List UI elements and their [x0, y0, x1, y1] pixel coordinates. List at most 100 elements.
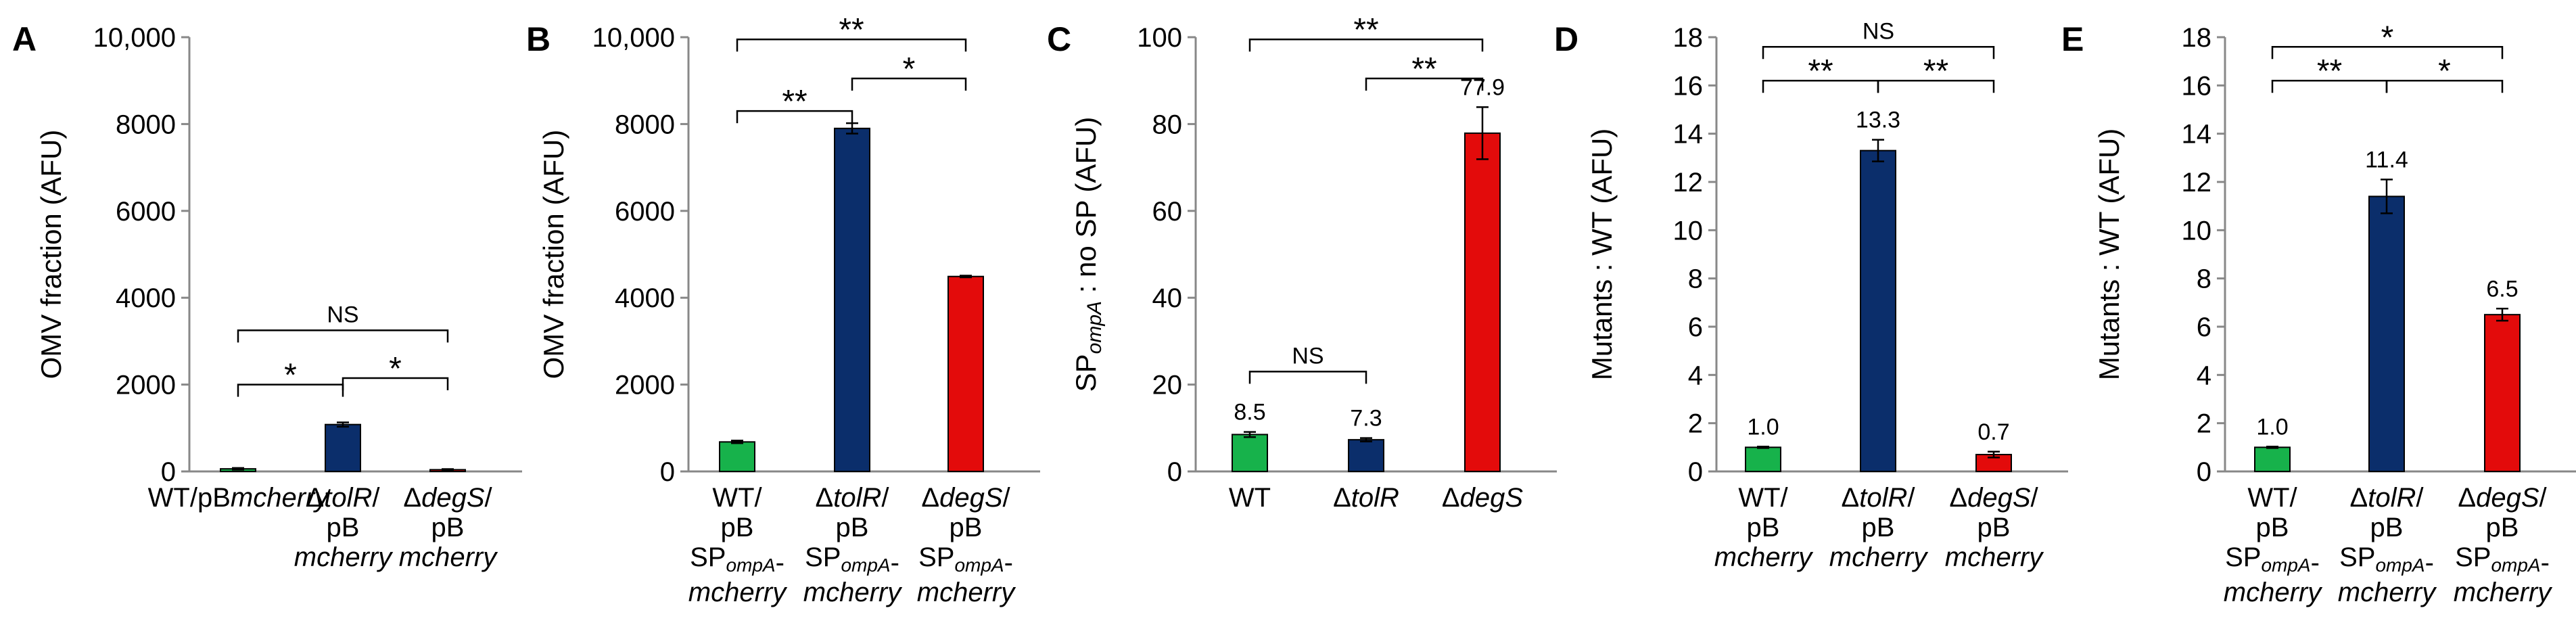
y-tick-label: 4000: [615, 283, 675, 313]
x-tick-label-part: /: [1907, 483, 1915, 513]
x-tick-label: ΔtolR: [1333, 483, 1399, 513]
x-tick-label-part: ompA: [2491, 555, 2540, 576]
y-tick-label: 100: [1137, 23, 1182, 53]
significance-bracket: [1248, 371, 1367, 384]
x-tick-label-part: mcherry: [1945, 542, 2044, 572]
y-tick-label: 6000: [116, 197, 176, 227]
significance-label: *: [389, 351, 402, 387]
panel-c: C 0 20 40 60 80 100 SPompA : no SP (AFU) 8.5 WT 7.…: [1047, 12, 1557, 513]
x-tick-label-part: degS: [939, 483, 1003, 513]
panel-label: D: [1554, 20, 1578, 58]
x-tick-label-part: pB: [327, 513, 360, 542]
y-tick-label: 10: [1673, 216, 1704, 246]
x-tick-label-part: tolR: [2368, 483, 2416, 513]
y-tick-label: 8: [2197, 264, 2211, 294]
x-tick-label-part: mcherry: [803, 578, 903, 607]
y-tick-label: 6: [1688, 312, 1703, 342]
x-tick-label-part: SP: [2339, 542, 2375, 572]
bar: [2254, 446, 2291, 472]
y-axis-title: OMV fraction (AFU): [538, 130, 569, 379]
significance-bracket: [1762, 46, 1995, 60]
data-label: 11.4: [2365, 147, 2408, 172]
x-tick-label-part: pB: [950, 513, 983, 542]
x-tick-label-part: pB: [2486, 513, 2519, 542]
x-tick-label-part: -: [2541, 548, 2550, 578]
x-tick-label: ΔtolR/ pB mcherry: [294, 483, 394, 572]
y-tick-label: 4: [2197, 361, 2211, 390]
y-tick-label: 0: [660, 457, 675, 487]
x-tick-label-part: /: [2416, 483, 2424, 513]
x-tick-label-part: Δ: [1442, 483, 1460, 513]
bar: [947, 275, 984, 472]
x-tick-label-part: pB: [2256, 513, 2289, 542]
y-axis-title: SPompA : no SP (AFU): [1070, 117, 1106, 392]
significance-label: **: [1923, 53, 1948, 89]
x-tick-label-part: ompA: [2261, 555, 2310, 576]
data-label: 1.0: [1747, 414, 1779, 440]
significance-bracket: [2385, 79, 2504, 93]
x-tick-label: WT: [1229, 483, 1271, 513]
y-tick-label: 2: [2197, 409, 2211, 439]
significance-bracket: [1365, 77, 1484, 91]
x-tick-label-part: SP: [690, 542, 726, 572]
x-tick-label-part: degS: [1460, 483, 1524, 513]
x-tick-label-part: mcherry: [399, 542, 498, 572]
y-tick-label: 20: [1152, 371, 1183, 400]
x-tick-label-part: mcherry: [1829, 542, 1929, 572]
y-tick-label: 16: [2182, 71, 2212, 101]
significance-label: NS: [327, 302, 358, 327]
x-tick-label-part: mcherry: [2224, 578, 2323, 607]
bar: [719, 441, 755, 472]
x-tick-label-part: degS: [1967, 483, 2031, 513]
y-tick-label: 0: [161, 457, 176, 487]
y-axis-title: Mutants : WT (AFU): [2093, 129, 2125, 381]
x-tick-label-part: SP: [2455, 542, 2491, 572]
significance-bracket: [851, 77, 967, 91]
x-tick-label-part: SP: [805, 542, 841, 572]
significance-label: **: [839, 12, 864, 48]
data-label: 13.3: [1856, 108, 1900, 133]
x-tick-label-part: pB: [197, 483, 231, 513]
x-tick-label: WT/pBmcherry: [148, 483, 331, 513]
x-tick-label-part: mcherry: [1714, 542, 1814, 572]
y-axis-title-part: ompA: [1083, 301, 1106, 354]
significance-bracket: [237, 329, 449, 343]
y-tick-label: 2: [1688, 409, 1703, 439]
y-tick-label: 10,000: [592, 23, 675, 53]
x-tick-label-part: ompA: [726, 555, 775, 576]
x-tick-label-part: /: [485, 483, 493, 513]
y-tick-label: 0: [1688, 457, 1703, 487]
x-tick-label-part: mcherry: [231, 483, 330, 513]
significance-label: *: [2381, 20, 2394, 55]
bar: [1232, 434, 1268, 472]
x-tick-label-part: Δ: [816, 483, 834, 513]
y-axis-title: OMV fraction (AFU): [35, 130, 67, 379]
x-tick-label-part: pB: [1862, 513, 1895, 542]
y-tick-label: 10,000: [93, 23, 176, 53]
y-tick-label: 12: [2182, 168, 2212, 198]
bar: [325, 423, 361, 472]
y-tick-label: 8000: [116, 110, 176, 139]
x-tick-label-part: SP: [2225, 542, 2261, 572]
significance-label: **: [1808, 53, 1833, 89]
x-tick-label-part: Δ: [921, 483, 939, 513]
bar: [1464, 132, 1501, 473]
significance-label: *: [284, 358, 297, 394]
x-tick-label-part: Δ: [2458, 483, 2476, 513]
x-tick-label-part: ompA: [841, 555, 890, 576]
y-tick-label: 12: [1673, 168, 1704, 198]
significance-label: **: [2317, 53, 2342, 89]
significance-label: NS: [1292, 343, 1324, 369]
y-tick-label: 2000: [116, 371, 176, 400]
significance-bracket: [237, 384, 344, 397]
x-tick-label: ΔtolR/ pB mcherry: [1829, 483, 1929, 572]
x-tick-label: WT/pB SPompA-mcherry: [688, 483, 788, 607]
x-tick-label-part: tolR: [324, 483, 372, 513]
x-tick-label-part: mcherry: [917, 578, 1016, 607]
significance-bracket: [736, 38, 967, 52]
significance-label: **: [1353, 12, 1378, 48]
x-tick-label-part: tolR: [1351, 483, 1399, 513]
x-tick-label-part: Δ: [1333, 483, 1351, 513]
panel-d: D 0 2 4 6 8 10 12 14 16 18 Mutants : WT (AFU) 1.0 WT/…: [1554, 18, 2068, 572]
